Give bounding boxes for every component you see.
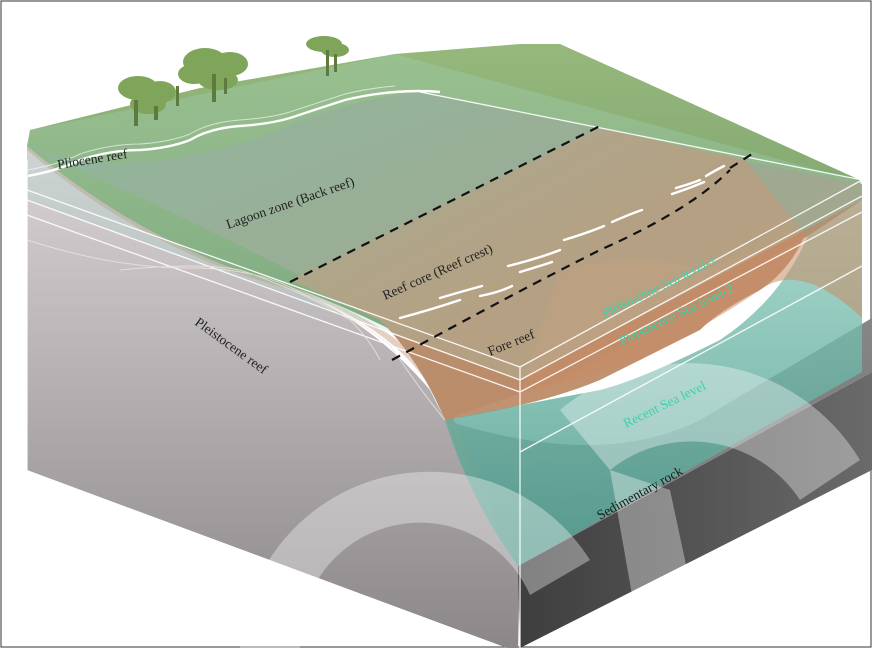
tree-icon bbox=[118, 36, 349, 126]
front-rock-face bbox=[518, 372, 872, 648]
sea-water bbox=[445, 200, 862, 566]
reef-zone bbox=[290, 128, 805, 420]
sea-level-lines bbox=[26, 91, 863, 648]
left-side-wall bbox=[27, 146, 520, 648]
reef-front-edge bbox=[520, 200, 862, 395]
slope-contours bbox=[26, 239, 446, 421]
zone-boundaries bbox=[289, 125, 753, 361]
watermark-logo bbox=[240, 363, 860, 648]
shoreline bbox=[27, 89, 441, 178]
reef-crest-marks bbox=[398, 164, 726, 320]
sea-layer-overlay bbox=[27, 54, 862, 380]
